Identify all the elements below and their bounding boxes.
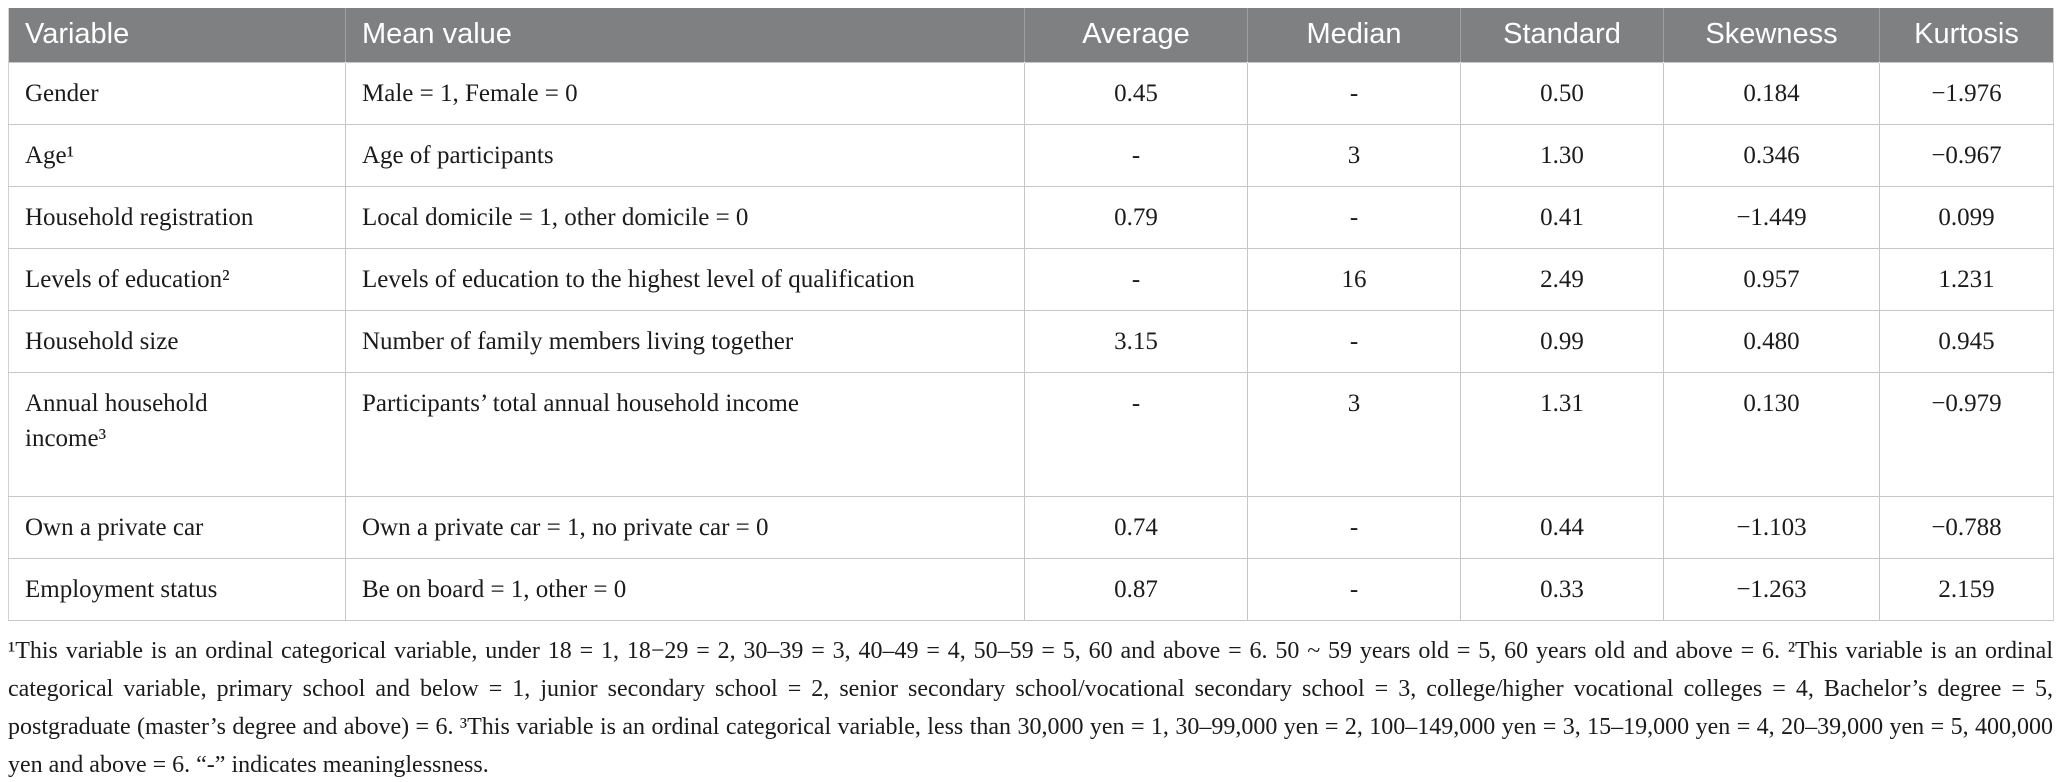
column-header-variable: Variable (8, 8, 346, 62)
cell-standard: 1.30 (1460, 123, 1664, 186)
cell-skewness: 0.480 (1663, 309, 1880, 372)
table-body: Gender Male = 1, Female = 0 0.45-0.50 0.184… (8, 61, 2054, 620)
cell-standard: 0.99 (1460, 309, 1664, 372)
cell-skewness: 0.184 (1663, 61, 1880, 124)
cell-median: 3 (1247, 123, 1461, 186)
cell-standard: 0.50 (1460, 61, 1664, 124)
cell-skewness: 0.957 (1663, 247, 1880, 310)
cell-variable: Household registration (8, 185, 346, 248)
table-header: Variable Mean value Average Median Standard S… (8, 8, 2054, 62)
cell-variable: Age¹ (8, 123, 346, 186)
table-header-row: Variable Mean value Average Median Standard S… (8, 8, 2054, 62)
column-header-average: Average (1024, 8, 1248, 62)
cell-variable: Annual household income³ (8, 371, 346, 496)
table-row: Household size Number of family members l… (8, 309, 2054, 372)
column-header-skewness: Skewness (1663, 8, 1880, 62)
cell-kurtosis: 1.231 (1879, 247, 2054, 310)
cell-median: - (1247, 495, 1461, 558)
cell-skewness: 0.346 (1663, 123, 1880, 186)
table-row: Age¹ Age of participants -3 1.30 0.346 −0.967 (8, 123, 2054, 186)
cell-kurtosis: −1.976 (1879, 61, 2054, 124)
table-row: Gender Male = 1, Female = 0 0.45-0.50 0.184… (8, 61, 2054, 124)
cell-skewness: −1.103 (1663, 495, 1880, 558)
cell-average: - (1024, 371, 1248, 496)
cell-variable: Levels of education² (8, 247, 346, 310)
cell-mean_value: Be on board = 1, other = 0 (345, 557, 1025, 620)
table-row: Household registration Local domicile = 1… (8, 185, 2054, 248)
cell-mean_value: Participants’ total annual household inc… (345, 371, 1025, 496)
table-row: Employment status Be on board = 1, other … (8, 557, 2054, 620)
cell-kurtosis: −0.979 (1879, 371, 2054, 496)
cell-standard: 0.41 (1460, 185, 1664, 248)
cell-kurtosis: −0.967 (1879, 123, 2054, 186)
cell-kurtosis: 0.099 (1879, 185, 2054, 248)
cell-median: - (1247, 557, 1461, 620)
cell-median: - (1247, 61, 1461, 124)
descriptive-statistics-table: Variable Mean value Average Median Standard S… (8, 8, 2054, 621)
cell-variable: Employment status (8, 557, 346, 620)
cell-median: 16 (1247, 247, 1461, 310)
cell-variable: Gender (8, 61, 346, 124)
table-row: Annual household income³ Participants’ to… (8, 371, 2054, 496)
cell-mean_value: Male = 1, Female = 0 (345, 61, 1025, 124)
cell-skewness: −1.449 (1663, 185, 1880, 248)
cell-average: - (1024, 123, 1248, 186)
cell-variable: Own a private car (8, 495, 346, 558)
cell-kurtosis: −0.788 (1879, 495, 2054, 558)
cell-standard: 0.33 (1460, 557, 1664, 620)
cell-kurtosis: 2.159 (1879, 557, 2054, 620)
cell-mean_value: Number of family members living together (345, 309, 1025, 372)
column-header-kurtosis: Kurtosis (1879, 8, 2054, 62)
cell-skewness: 0.130 (1663, 371, 1880, 496)
cell-mean_value: Local domicile = 1, other domicile = 0 (345, 185, 1025, 248)
cell-mean_value: Own a private car = 1, no private car = … (345, 495, 1025, 558)
column-header-mean_value: Mean value (345, 8, 1025, 62)
column-header-median: Median (1247, 8, 1461, 62)
cell-average: 0.74 (1024, 495, 1248, 558)
cell-skewness: −1.263 (1663, 557, 1880, 620)
cell-standard: 1.31 (1460, 371, 1664, 496)
table-row: Levels of education² Levels of education … (8, 247, 2054, 310)
cell-mean_value: Levels of education to the highest level… (345, 247, 1025, 310)
cell-variable: Household size (8, 309, 346, 372)
cell-average: - (1024, 247, 1248, 310)
table-row: Own a private car Own a private car = 1, … (8, 495, 2054, 558)
cell-median: 3 (1247, 371, 1461, 496)
cell-standard: 0.44 (1460, 495, 1664, 558)
cell-average: 0.79 (1024, 185, 1248, 248)
cell-mean_value: Age of participants (345, 123, 1025, 186)
cell-average: 0.45 (1024, 61, 1248, 124)
cell-standard: 2.49 (1460, 247, 1664, 310)
cell-average: 0.87 (1024, 557, 1248, 620)
cell-kurtosis: 0.945 (1879, 309, 2054, 372)
table-footnote: ¹This variable is an ordinal categorical… (8, 638, 2053, 778)
column-header-standard: Standard (1460, 8, 1664, 62)
cell-median: - (1247, 309, 1461, 372)
cell-average: 3.15 (1024, 309, 1248, 372)
cell-median: - (1247, 185, 1461, 248)
